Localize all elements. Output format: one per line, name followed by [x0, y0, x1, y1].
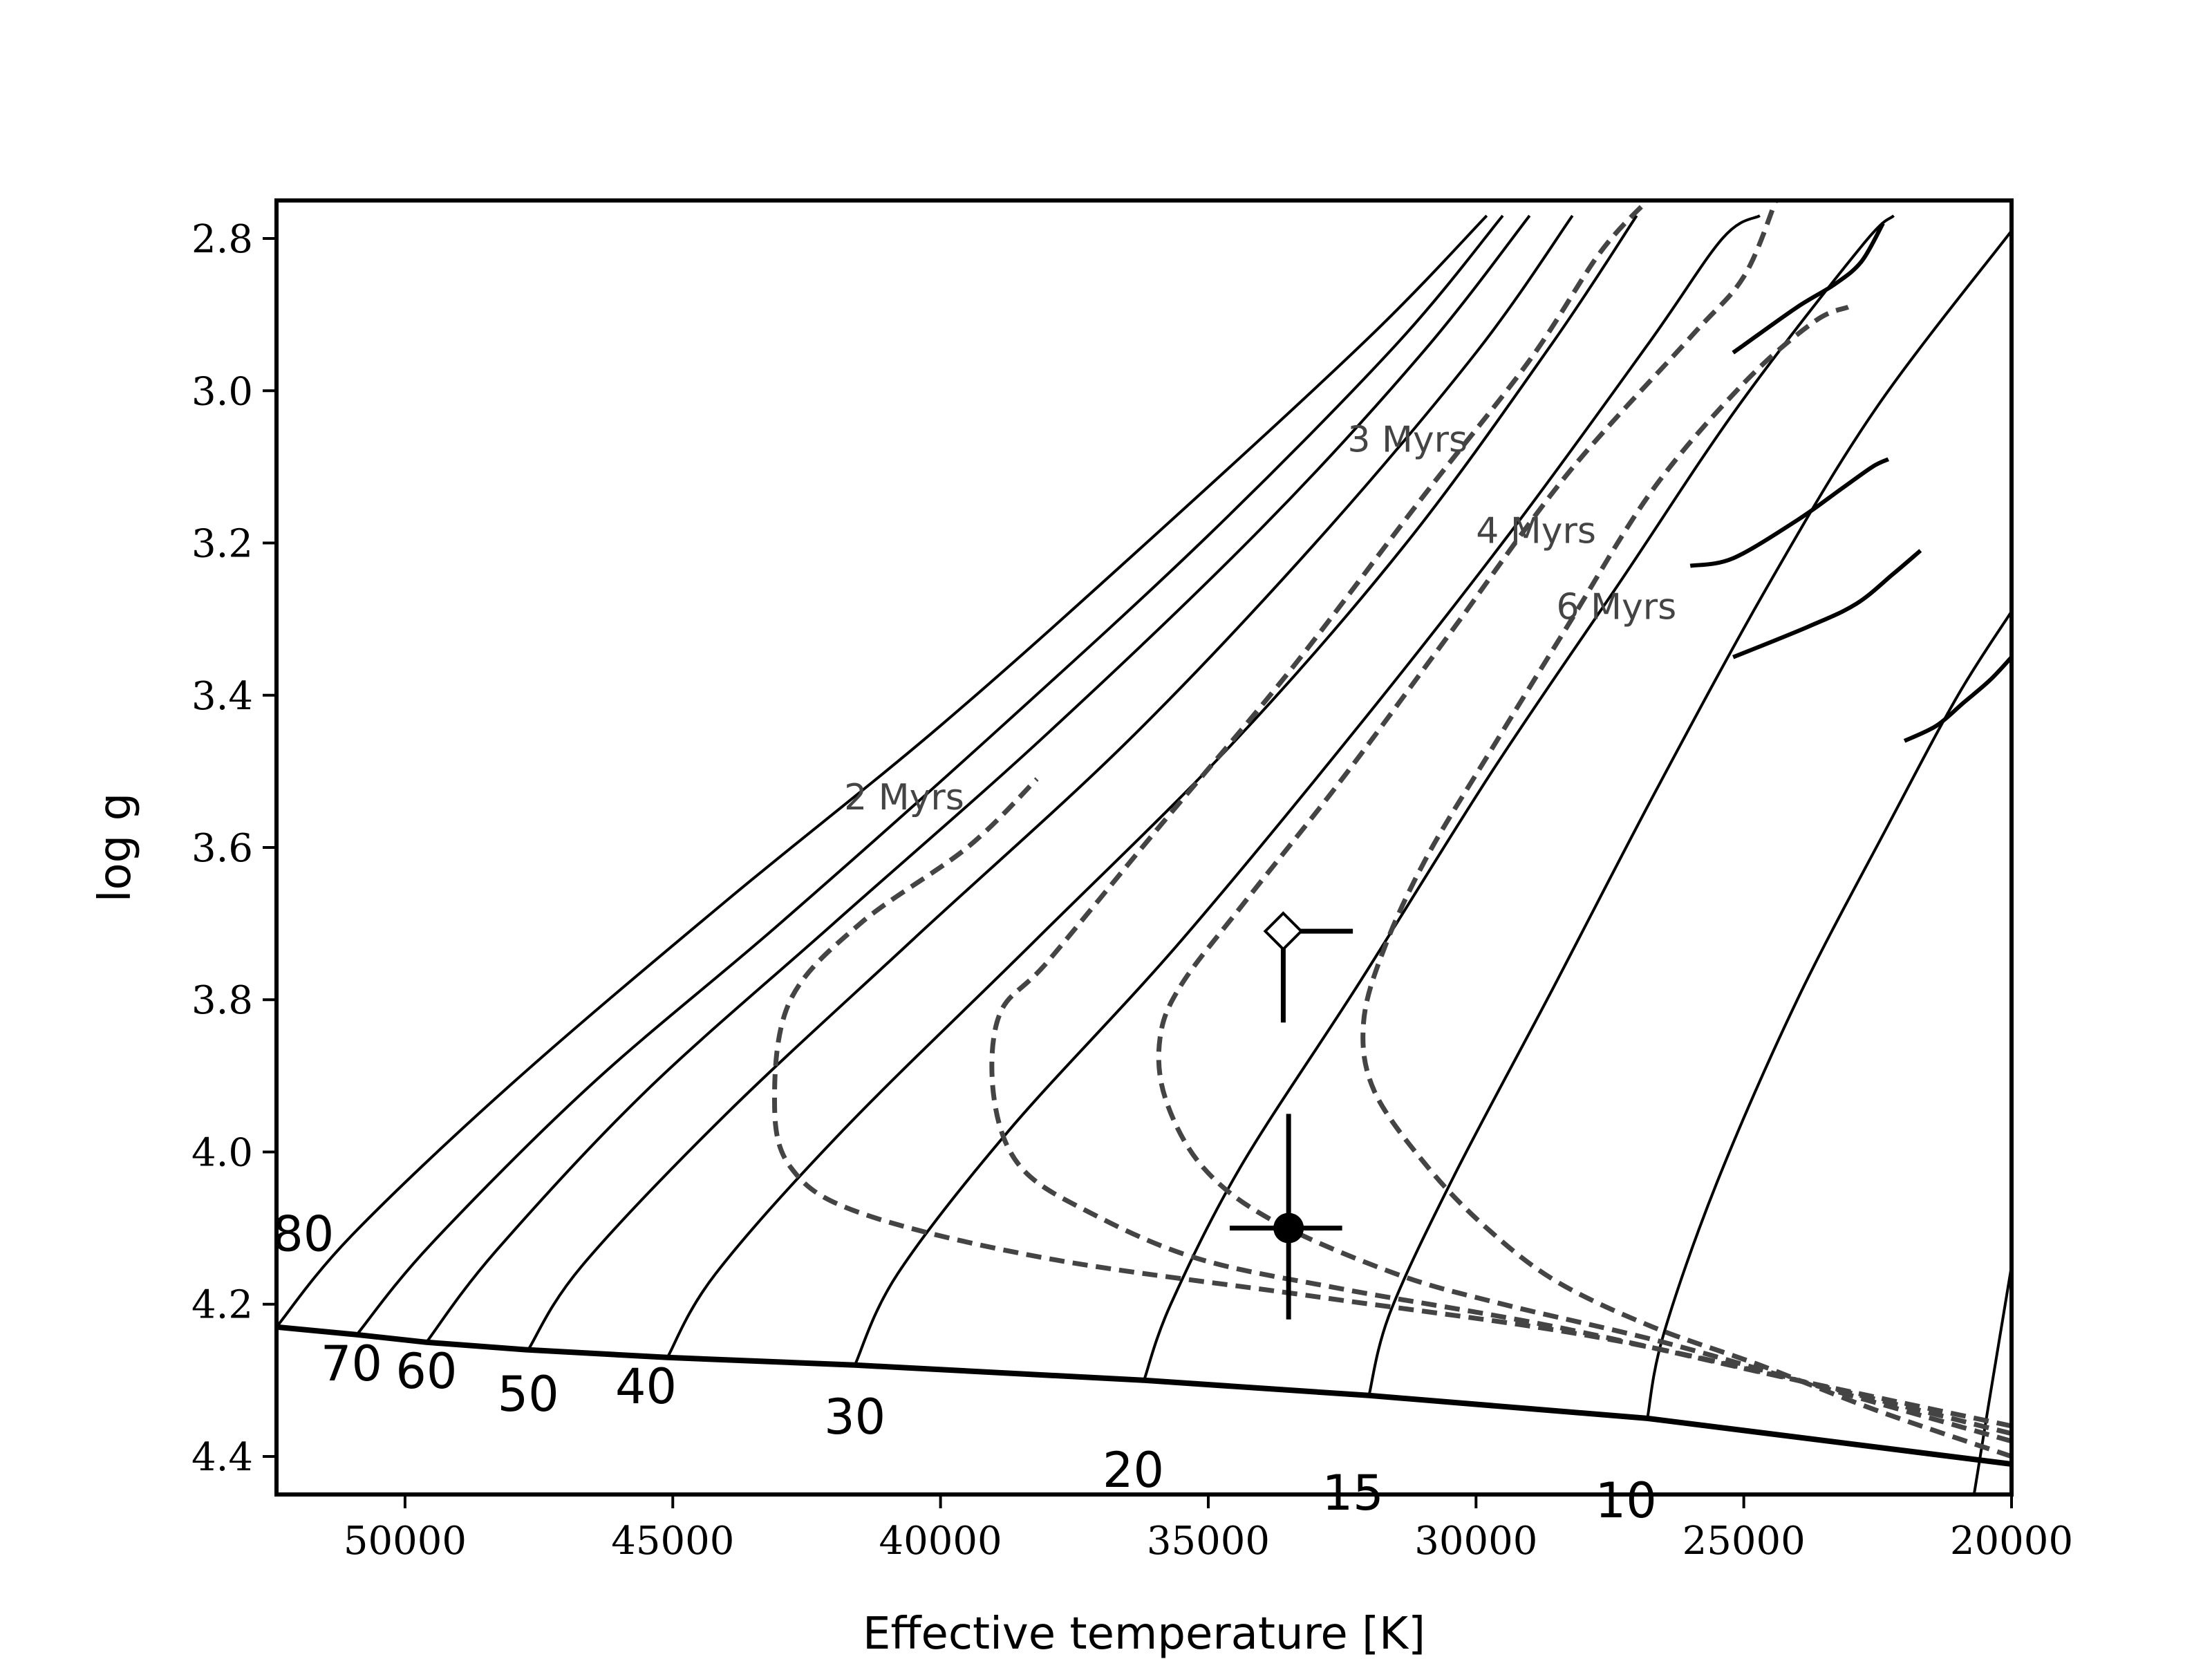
mass-label: 60	[395, 1343, 457, 1400]
data-point-filled-circle	[1229, 1114, 1342, 1320]
isochrone-label: 4 Myrs	[1476, 511, 1596, 552]
y-tick-label: 3.4	[191, 674, 253, 719]
axes: 50000 45000 40000 35000 30000 25000 20000 2.8 3.…	[191, 217, 2073, 1564]
marker-circle	[1273, 1212, 1304, 1244]
track-hook-extra	[1903, 655, 2012, 743]
y-axis-title: log g	[90, 793, 141, 903]
mass-label: 10	[1595, 1472, 1657, 1529]
track-50	[527, 214, 1574, 1351]
track-hook-10	[1732, 549, 1922, 659]
mass-label: 70	[321, 1335, 382, 1392]
track-30	[853, 214, 1761, 1366]
track-hook-15	[1689, 457, 1890, 568]
isochrones	[771, 200, 2012, 1459]
mass-label: 80	[272, 1206, 334, 1263]
track-10	[1646, 610, 2012, 1419]
mass-label: 20	[1103, 1442, 1164, 1499]
track-80	[276, 214, 1488, 1328]
x-tick-label: 40000	[879, 1519, 1002, 1564]
evolutionary-tracks	[276, 214, 2012, 1494]
isochrone-label: 6 Myrs	[1557, 587, 1677, 628]
y-tick-label: 3.0	[191, 369, 253, 414]
isochrone-6-myrs	[1360, 304, 2012, 1459]
isochrone-2-myrs	[771, 777, 2012, 1436]
track-hook-20	[1732, 222, 1885, 355]
data-point-open-diamond	[1263, 911, 1353, 1023]
isochrone-3-myrs	[989, 200, 2012, 1429]
track-15	[1367, 229, 2012, 1396]
mass-label: 30	[824, 1389, 885, 1445]
isochrone-label: 2 Myrs	[844, 777, 964, 818]
track-extra	[1972, 1266, 2012, 1494]
zams-line	[276, 1324, 2012, 1467]
track-40	[666, 214, 1638, 1358]
isochrone-label: 3 Myrs	[1347, 419, 1468, 460]
y-tick-label: 3.2	[191, 522, 253, 567]
x-tick-label: 30000	[1414, 1519, 1537, 1564]
track-60	[425, 214, 1531, 1344]
y-tick-label: 3.6	[191, 826, 253, 871]
y-tick-label: 4.4	[191, 1435, 253, 1480]
mass-label: 40	[615, 1358, 677, 1415]
y-tick-label: 4.2	[191, 1283, 253, 1328]
marker-diamond	[1263, 911, 1304, 951]
x-axis-title: Effective temperature [K]	[863, 1609, 1425, 1659]
isochrone-4-myrs	[1156, 200, 2012, 1444]
x-tick-label: 25000	[1683, 1519, 1806, 1564]
x-tick-label: 50000	[344, 1519, 467, 1564]
x-tick-label: 45000	[611, 1519, 734, 1564]
y-tick-label: 2.8	[191, 217, 253, 262]
y-tick-label: 4.0	[191, 1130, 253, 1175]
data-points	[1229, 911, 1353, 1320]
y-tick-label: 3.8	[191, 978, 253, 1023]
track-70	[355, 214, 1504, 1336]
x-tick-label: 20000	[1950, 1519, 2073, 1564]
mass-label: 50	[498, 1366, 559, 1423]
x-tick-label: 35000	[1147, 1519, 1270, 1564]
